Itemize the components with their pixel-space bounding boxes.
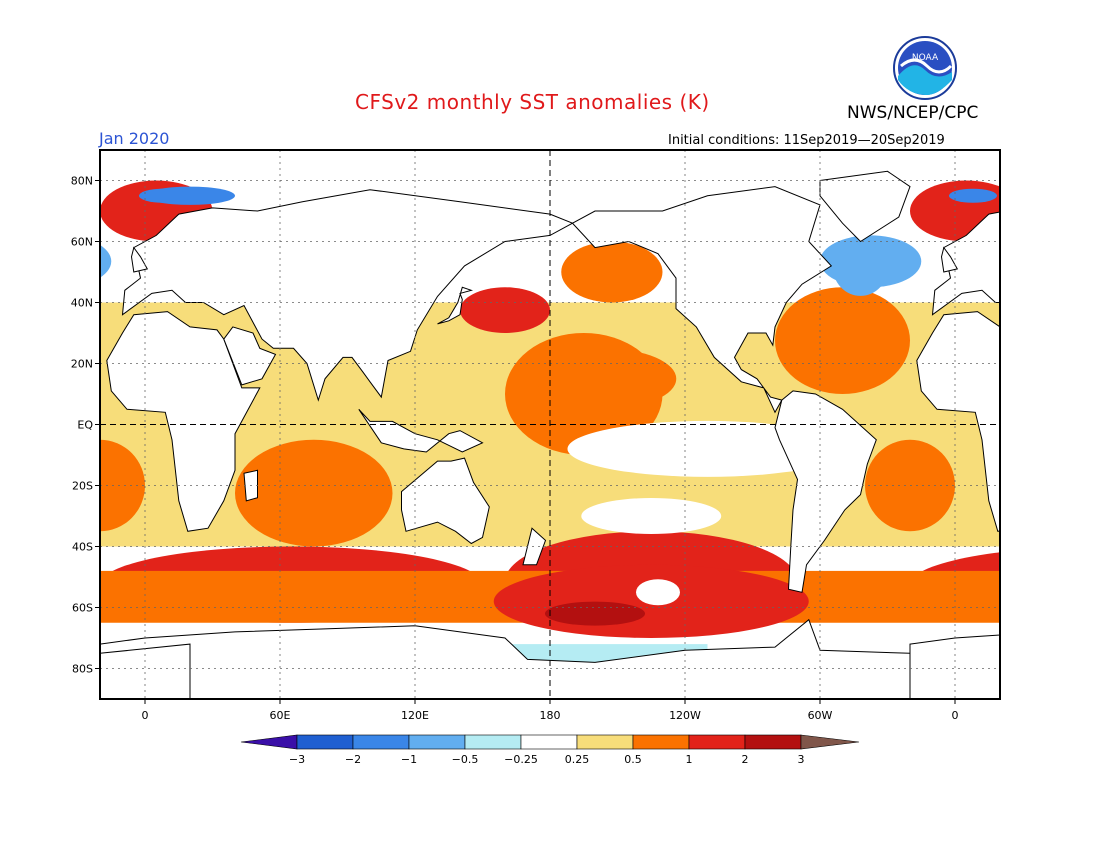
arabia-land-wrap: [1034, 327, 1086, 385]
colorbar-segment: [688, 734, 746, 750]
lon-tick-label: 60E: [270, 709, 291, 722]
anomaly-region-1: [561, 241, 663, 303]
lon-tick-label: 0: [142, 709, 149, 722]
lat-tick-label: 20N: [71, 358, 93, 371]
colorbar-segment: [464, 734, 522, 750]
colorbar-segment: [576, 734, 634, 750]
colorbar-min-arrow: [240, 734, 298, 750]
lat-tick-label: 60S: [72, 602, 93, 615]
lat-tick-label: 40N: [71, 297, 93, 310]
lat-tick-label: 80S: [72, 663, 93, 676]
anomaly-barents-cool: [139, 188, 187, 203]
lat-tick-label: 60N: [71, 236, 93, 249]
colorbar-label: 0.5: [624, 753, 642, 766]
lat-tick-label: 40S: [72, 541, 93, 554]
uk-land-wrap: [940, 246, 959, 273]
anomaly-south-pacific-hole: [636, 579, 680, 606]
africa-land-wrap: [916, 311, 1000, 532]
anomaly-region-wrap-11: [100, 439, 145, 532]
australia-land: [401, 457, 490, 545]
colorbar-segment: [352, 734, 410, 750]
eurasia-land-wrap: [931, 211, 1000, 316]
anomaly-central-pacific-warm: [536, 348, 677, 409]
indonesia-land: [358, 408, 484, 453]
anomaly-region-7: [775, 287, 910, 394]
graticule: [100, 150, 1000, 699]
agency-label: NWS/NCEP/CPC: [847, 103, 979, 123]
anomaly-region-6: [235, 439, 393, 547]
lat-tick-label: 20S: [72, 480, 93, 493]
axis-ticks: 80N 60N 40N 20N EQ 20S 40S 60S 80S 0 60E 120E 180 120…: [71, 175, 959, 723]
colorbar-label: −0.5: [452, 753, 479, 766]
colorbar-label: −3: [289, 753, 305, 766]
south-america-land-wrapneg: [0, 391, 66, 592]
anomaly-barents-cool-wrap: [949, 188, 997, 203]
colorbar-segment: [632, 734, 690, 750]
colorbar-max-arrow: [800, 734, 860, 750]
colorbar: −3 −2 −1 −0.5 −0.25 0.25 0.5 1 2 3: [240, 734, 860, 766]
uk-land: [130, 246, 149, 273]
anomaly-labrador-cool: [832, 235, 889, 296]
antarctica-land-wrapneg: [100, 643, 191, 699]
colorbar-segment: [744, 734, 802, 750]
noaa-logo: NOAA: [893, 36, 957, 100]
south-america-land: [774, 390, 877, 593]
japan-land: [437, 286, 474, 325]
colorbar-label: −2: [345, 753, 361, 766]
lat-tick-label: 80N: [71, 175, 93, 188]
colorbar-segment: [408, 734, 466, 750]
colorbar-label: −0.25: [504, 753, 538, 766]
north-america-land-wrapneg: [0, 187, 21, 413]
lon-tick-label: 60W: [808, 709, 833, 722]
colorbar-segment: [520, 734, 578, 750]
lat-tick-label: EQ: [77, 419, 93, 432]
anomaly-region-2: [460, 287, 550, 333]
map-title: CFSv2 monthly SST anomalies (K): [355, 90, 710, 114]
anomaly-south-pacific-neutral: [581, 498, 722, 534]
valid-month-label: Jan 2020: [99, 129, 170, 148]
antarctica-land: [100, 618, 1000, 699]
anomaly-region-wrap-8: [100, 245, 112, 278]
lon-tick-label: 0: [952, 709, 959, 722]
logo-text: NOAA: [912, 53, 939, 63]
new-zealand-land: [522, 527, 547, 566]
greenland-land: [819, 170, 911, 243]
lon-tick-label: 120W: [669, 709, 701, 722]
arabia-land: [223, 326, 277, 386]
lon-tick-label: 120E: [401, 709, 429, 722]
eurasia-land: [121, 189, 574, 402]
colorbar-label: −1: [401, 753, 417, 766]
colorbar-label: 3: [798, 753, 805, 766]
colorbar-segment: [296, 734, 354, 750]
initial-conditions-label: Initial conditions: 11Sep2019—20Sep2019: [668, 133, 945, 148]
colorbar-label: 2: [742, 753, 749, 766]
lon-tick-label: 180: [540, 709, 561, 722]
colorbar-label: 1: [686, 753, 693, 766]
anomaly-south-pacific-max: [545, 601, 645, 626]
colorbar-label: 0.25: [565, 753, 590, 766]
continents: [0, 170, 1086, 699]
madagascar-land-wrap: [1054, 470, 1068, 501]
